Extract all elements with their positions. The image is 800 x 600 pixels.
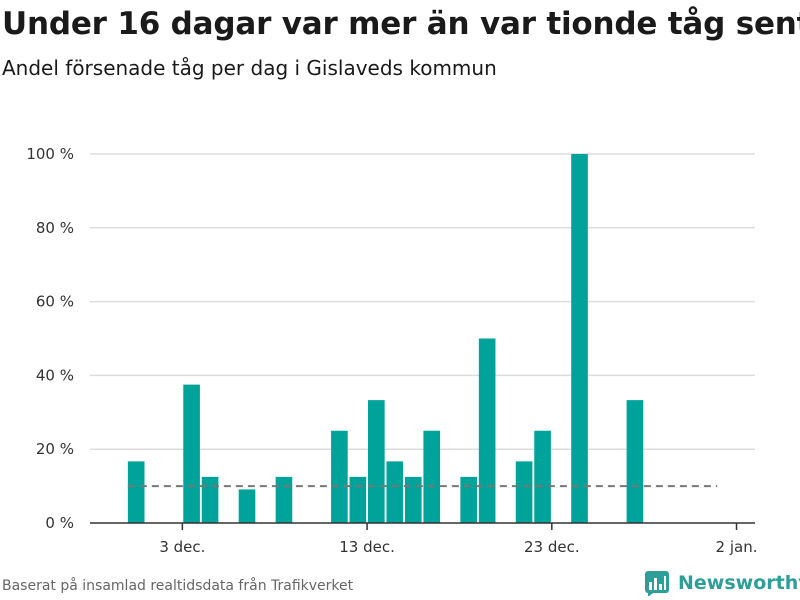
chart-subtitle: Andel försenade tåg per dag i Gislaveds … bbox=[2, 56, 497, 80]
bar-2023-12-12 bbox=[349, 476, 367, 523]
axes: 0 % 20 % 40 % 60 % 80 % 100 % 3 dec. 13 dec. 23 … bbox=[26, 145, 757, 556]
bars bbox=[127, 154, 644, 523]
newsworthy-logo-icon bbox=[645, 571, 669, 596]
bar-2023-12-18 bbox=[460, 476, 477, 523]
x-tick-label: 23 dec. bbox=[524, 538, 580, 556]
source-note: Baserat på insamlad realtidsdata från Tr… bbox=[2, 578, 354, 594]
grid-lines bbox=[90, 153, 755, 450]
bar-2023-12-21 bbox=[515, 461, 533, 523]
bar-2023-12-19 bbox=[478, 338, 496, 523]
bar-2023-12-11 bbox=[331, 430, 348, 523]
bar-2023-12-13 bbox=[368, 400, 385, 523]
x-tick-label: 13 dec. bbox=[339, 538, 395, 556]
brand-name: Newsworthy bbox=[678, 572, 800, 594]
y-tick-label: 100 % bbox=[26, 145, 74, 163]
bar-2023-12-03 bbox=[183, 384, 200, 523]
chart-title: Under 16 dagar var mer än var tionde tåg… bbox=[2, 6, 800, 42]
bar-2023-12-22 bbox=[534, 430, 551, 523]
y-tick-label: 20 % bbox=[36, 440, 74, 458]
bar-2023-12-14 bbox=[386, 461, 404, 523]
bar-2023-12-24 bbox=[571, 154, 588, 523]
bar-2023-12-08 bbox=[275, 476, 293, 523]
bar-2023-12-04 bbox=[201, 476, 219, 523]
y-tick-label: 80 % bbox=[36, 219, 74, 237]
y-tick-label: 40 % bbox=[36, 366, 74, 384]
bar-2023-12-27 bbox=[626, 400, 644, 523]
bar-2023-12-15 bbox=[404, 476, 422, 523]
y-tick-label: 0 % bbox=[45, 514, 74, 532]
brand-logo[interactable]: Newsworthy bbox=[644, 570, 800, 596]
bar-2023-12-16 bbox=[423, 430, 441, 523]
x-tick-label: 2 jan. bbox=[716, 538, 758, 556]
bar-2023-11-30 bbox=[127, 461, 145, 523]
x-tick-label: 3 dec. bbox=[159, 538, 205, 556]
y-tick-label: 60 % bbox=[36, 293, 74, 311]
bar-2023-12-06 bbox=[238, 489, 256, 523]
